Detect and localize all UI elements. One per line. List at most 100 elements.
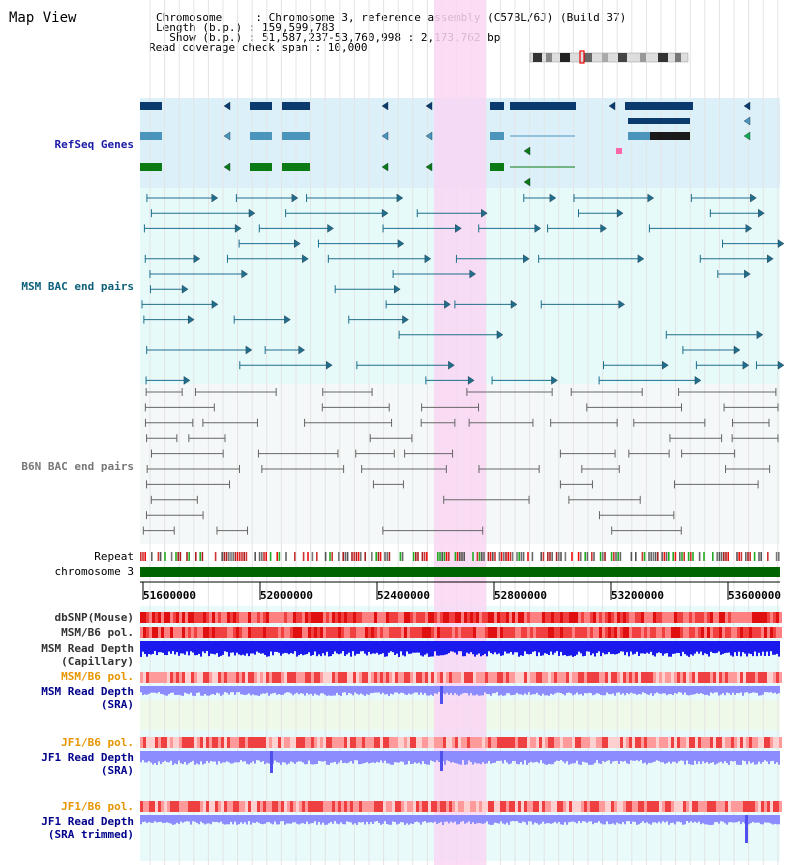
depth-bar bbox=[164, 815, 166, 823]
depth-bar bbox=[758, 751, 760, 762]
repeat-mark bbox=[775, 552, 778, 561]
polymorphism-cell bbox=[692, 672, 695, 683]
polymorphism-cell bbox=[488, 612, 491, 623]
depth-bar bbox=[254, 686, 256, 696]
polymorphism-cell bbox=[602, 672, 605, 683]
depth-bar bbox=[150, 641, 152, 655]
depth-bar bbox=[162, 641, 164, 653]
depth-bar bbox=[768, 751, 770, 765]
depth-bar bbox=[402, 641, 404, 656]
polymorphism-cell bbox=[494, 672, 497, 683]
polymorphism-cell bbox=[284, 801, 287, 812]
polymorphism-cell bbox=[302, 612, 305, 623]
polymorphism-cell bbox=[656, 627, 659, 638]
polymorphism-cell bbox=[608, 627, 611, 638]
depth-bar bbox=[512, 641, 514, 655]
polymorphism-cell bbox=[569, 672, 572, 683]
depth-bar bbox=[746, 641, 748, 657]
depth-bar bbox=[582, 686, 584, 696]
depth-bar bbox=[346, 686, 348, 696]
polymorphism-cell bbox=[563, 737, 566, 748]
depth-bar bbox=[624, 686, 626, 696]
msm-bac-pair-arrow bbox=[637, 254, 645, 264]
depth-bar bbox=[304, 751, 306, 765]
polymorphism-cell bbox=[182, 672, 185, 683]
depth-bar bbox=[716, 686, 718, 693]
depth-bar bbox=[352, 815, 354, 825]
polymorphism-cell bbox=[509, 612, 512, 623]
repeat-mark bbox=[170, 552, 173, 561]
depth-bar bbox=[682, 815, 684, 825]
repeat-mark bbox=[643, 552, 646, 561]
polymorphism-cell bbox=[641, 801, 644, 812]
depth-bar bbox=[404, 686, 406, 695]
depth-bar bbox=[372, 686, 374, 694]
depth-bar bbox=[454, 641, 456, 653]
depth-bar bbox=[342, 751, 344, 764]
depth-bar bbox=[430, 815, 432, 823]
depth-bar bbox=[774, 641, 776, 655]
polymorphism-cell bbox=[503, 801, 506, 812]
depth-bar bbox=[644, 751, 646, 763]
depth-bar bbox=[444, 815, 446, 822]
polymorphism-cell bbox=[701, 672, 704, 683]
depth-bar bbox=[620, 641, 622, 652]
repeat-mark bbox=[307, 552, 309, 561]
depth-bar bbox=[160, 686, 162, 694]
polymorphism-cell bbox=[629, 672, 632, 683]
polymorphism-cell bbox=[653, 672, 656, 683]
polymorphism-cell bbox=[242, 672, 245, 683]
depth-bar bbox=[610, 641, 612, 655]
depth-bar bbox=[354, 815, 356, 824]
refseq-gene-block bbox=[250, 132, 272, 140]
polymorphism-cell bbox=[407, 672, 410, 683]
depth-bar bbox=[480, 815, 482, 824]
depth-bar bbox=[420, 686, 422, 693]
depth-bar bbox=[776, 686, 778, 694]
polymorphism-cell bbox=[479, 627, 482, 638]
repeat-mark bbox=[650, 552, 652, 561]
depth-bar bbox=[474, 751, 476, 763]
polymorphism-cell bbox=[761, 627, 764, 638]
polymorphism-cell bbox=[620, 612, 623, 623]
polymorphism-cell bbox=[452, 672, 455, 683]
depth-bar bbox=[226, 751, 228, 762]
polymorphism-cell bbox=[356, 612, 359, 623]
repeat-mark bbox=[716, 552, 718, 561]
depth-bar bbox=[456, 686, 458, 695]
depth-bar bbox=[368, 751, 370, 764]
depth-bar bbox=[770, 686, 772, 693]
polymorphism-cell bbox=[335, 672, 338, 683]
depth-bar bbox=[348, 751, 350, 763]
polymorphism-cell bbox=[698, 612, 701, 623]
repeat-mark bbox=[749, 552, 751, 561]
repeat-mark bbox=[648, 552, 650, 561]
depth-bar bbox=[606, 815, 608, 822]
depth-bar bbox=[306, 751, 308, 765]
highlight-region bbox=[434, 0, 486, 865]
polymorphism-cell bbox=[653, 627, 656, 638]
depth-bar bbox=[722, 751, 724, 764]
polymorphism-cell bbox=[380, 612, 383, 623]
depth-bar bbox=[358, 641, 360, 654]
polymorphism-cell bbox=[428, 627, 431, 638]
depth-bar bbox=[546, 641, 548, 654]
depth-bar bbox=[250, 815, 252, 825]
depth-bar bbox=[378, 751, 380, 763]
repeat-mark bbox=[186, 552, 188, 561]
depth-bar bbox=[584, 641, 586, 656]
polymorphism-cell bbox=[557, 612, 560, 623]
polymorphism-cell bbox=[620, 627, 623, 638]
polymorphism-cell bbox=[380, 627, 383, 638]
polymorphism-cell bbox=[719, 737, 722, 748]
depth-bar bbox=[672, 815, 674, 823]
depth-bar bbox=[478, 751, 480, 764]
polymorphism-cell bbox=[491, 737, 494, 748]
depth-bar bbox=[302, 686, 304, 694]
depth-bar bbox=[776, 815, 778, 825]
depth-bar bbox=[518, 815, 520, 823]
depth-bar bbox=[256, 686, 258, 696]
polymorphism-cell bbox=[641, 627, 644, 638]
depth-bar bbox=[220, 641, 222, 656]
